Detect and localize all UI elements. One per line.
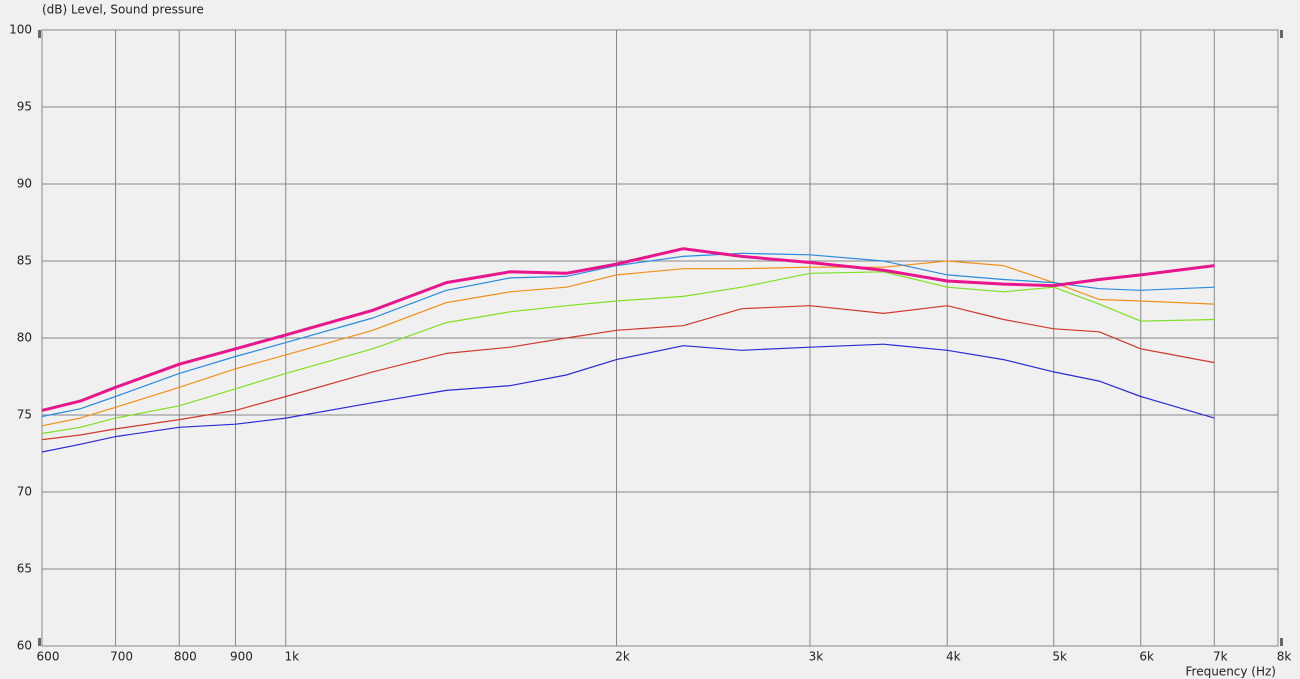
y-tick-label: 95 (17, 100, 32, 114)
x-tick-label: 5k (1052, 650, 1067, 664)
x-tick-label: 4k (946, 650, 961, 664)
axis-handle (1280, 638, 1283, 646)
line-series (41, 305, 1215, 441)
y-tick-label: 70 (17, 485, 32, 499)
y-tick-label: 75 (17, 408, 32, 422)
y-tick-label: 60 (17, 639, 32, 653)
chart-title: (dB) Level, Sound pressure (42, 3, 204, 17)
line-series (41, 343, 1215, 453)
axis-handle (1280, 30, 1283, 38)
x-tick-label: 6k (1139, 650, 1154, 664)
x-tick-label: 8k (1277, 650, 1292, 664)
y-tick-label: 85 (17, 254, 32, 268)
x-tick-label: 2k (615, 650, 630, 664)
x-tick-label: 700 (110, 650, 133, 664)
y-tick-label: 90 (17, 177, 32, 191)
x-tick-label: 900 (230, 650, 253, 664)
line-series (41, 247, 1215, 412)
line-series (41, 260, 1215, 427)
axis-handle (38, 638, 41, 646)
x-tick-label: 1k (284, 650, 299, 664)
x-tick-label: 600 (37, 650, 60, 664)
x-tick-label: 7k (1213, 650, 1228, 664)
y-tick-label: 80 (17, 331, 32, 345)
y-tick-label: 65 (17, 562, 32, 576)
x-tick-label: 800 (174, 650, 197, 664)
axis-handle (38, 30, 41, 38)
y-tick-label: 100 (9, 23, 32, 37)
line-series (41, 271, 1215, 435)
x-axis-label: Frequency (Hz) (1186, 665, 1277, 679)
x-tick-label: 3k (809, 650, 824, 664)
